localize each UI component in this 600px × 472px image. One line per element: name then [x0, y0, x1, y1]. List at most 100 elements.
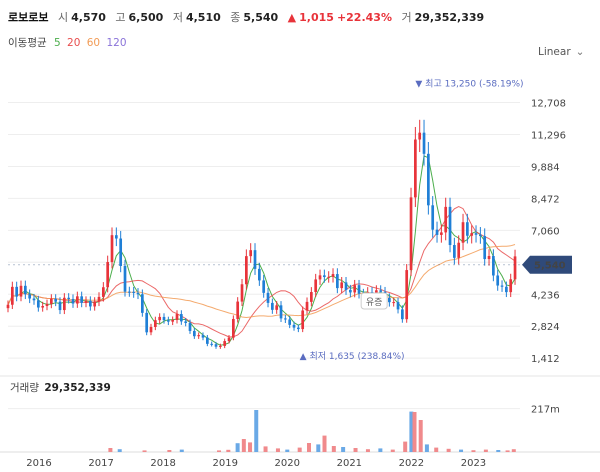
candle [88, 300, 92, 307]
candle [336, 274, 339, 289]
low-annotation: ▲ 최저 1,635 (238.84%) [300, 351, 405, 362]
candle [149, 326, 153, 333]
candle [28, 294, 32, 299]
candle [422, 132, 426, 154]
candle [236, 301, 240, 319]
grid-lines [0, 102, 600, 453]
candle [457, 242, 461, 258]
current-price-badge [522, 255, 572, 274]
volume-panel-label: 거래량 [10, 382, 39, 394]
candle [305, 301, 309, 311]
candle [249, 250, 253, 257]
ma5-legend[interactable]: 5 [53, 37, 61, 49]
candle [232, 318, 235, 338]
volume-bar [459, 449, 464, 452]
candle [10, 286, 14, 305]
candle [6, 304, 10, 309]
volume-bar [108, 448, 113, 452]
current-price-label: 5,540 [534, 261, 566, 272]
candle [448, 206, 452, 246]
candle [114, 235, 118, 239]
candle [349, 289, 352, 293]
volume-bar [424, 444, 429, 452]
candle [271, 302, 274, 310]
candle [162, 316, 166, 321]
candle [500, 285, 504, 287]
volume-bar [483, 449, 488, 452]
volume-bar [496, 450, 501, 452]
ma60-legend[interactable]: 60 [86, 37, 101, 49]
candle [431, 205, 435, 230]
low-value: 4,510 [185, 11, 221, 24]
ma20-line [7, 205, 516, 338]
candle [418, 132, 422, 140]
candle [193, 330, 196, 337]
candle [223, 341, 227, 346]
candle [219, 345, 222, 347]
candle [71, 298, 75, 304]
high-value: 6,500 [128, 11, 164, 24]
candle [45, 303, 49, 307]
year-tick-label: 2018 [150, 458, 175, 469]
price-tick-label: 7,060 [531, 226, 560, 237]
candle [93, 301, 97, 307]
candle [227, 337, 231, 342]
candle [444, 206, 448, 233]
candle [409, 197, 413, 271]
ma-label: 이동평균 [8, 37, 47, 49]
volume-bar [179, 449, 184, 452]
candle [245, 256, 248, 285]
volume-bar [117, 449, 122, 452]
candle [175, 314, 179, 320]
volume-bar [331, 446, 336, 452]
candle [171, 319, 175, 322]
change-percent: +22.43% [336, 11, 392, 24]
ma120-legend[interactable]: 120 [106, 37, 127, 49]
volume-bar [316, 444, 321, 452]
scale-selector[interactable]: Linear ⌄ [538, 46, 584, 58]
candle [401, 309, 404, 320]
candle [214, 344, 218, 347]
high-annotation: ▼ 최고 13,250 (-58.19%) [415, 78, 523, 89]
volume-bar [365, 449, 370, 452]
year-tick-label: 2020 [275, 458, 300, 469]
candle [435, 229, 439, 235]
volume-bar [409, 411, 414, 452]
volume-bar [322, 435, 327, 452]
quote-summary: 로보로보 시 4,570 고 6,500 저 4,510 종 5,540 ▲ 1,015 +… [8, 9, 490, 25]
volume-bar [142, 450, 147, 452]
candle [97, 296, 101, 302]
ma20-legend[interactable]: 20 [67, 37, 81, 49]
candle [513, 256, 517, 280]
candle [19, 285, 23, 297]
price-tick-label: 8,472 [531, 194, 560, 205]
year-tick-label: 2019 [212, 458, 237, 469]
price-tick-label: 4,236 [531, 290, 560, 301]
candle [470, 233, 474, 236]
price-tick-label: 11,296 [531, 130, 566, 141]
candle [210, 343, 214, 345]
candle [23, 285, 27, 295]
candle [487, 255, 491, 260]
candle [505, 286, 508, 293]
candle [153, 320, 157, 327]
year-tick-label: 2017 [88, 458, 113, 469]
chevron-down-icon: ⌄ [575, 46, 585, 58]
candle [110, 235, 114, 263]
volume-label: 거 [401, 11, 412, 24]
candle [180, 314, 183, 322]
open-value: 4,570 [71, 11, 106, 24]
volume-bar [248, 442, 253, 452]
low-label: 저 [172, 11, 183, 24]
scale-selector-label: Linear [538, 46, 571, 58]
candle [297, 327, 300, 330]
candle [75, 296, 79, 304]
volume-bar [341, 447, 346, 452]
volume-bar [378, 448, 383, 452]
volume-bar [241, 439, 246, 452]
price-tick-label: 1,412 [531, 354, 560, 365]
candle [166, 320, 170, 322]
volume-bar [297, 447, 302, 452]
candle [483, 236, 487, 260]
